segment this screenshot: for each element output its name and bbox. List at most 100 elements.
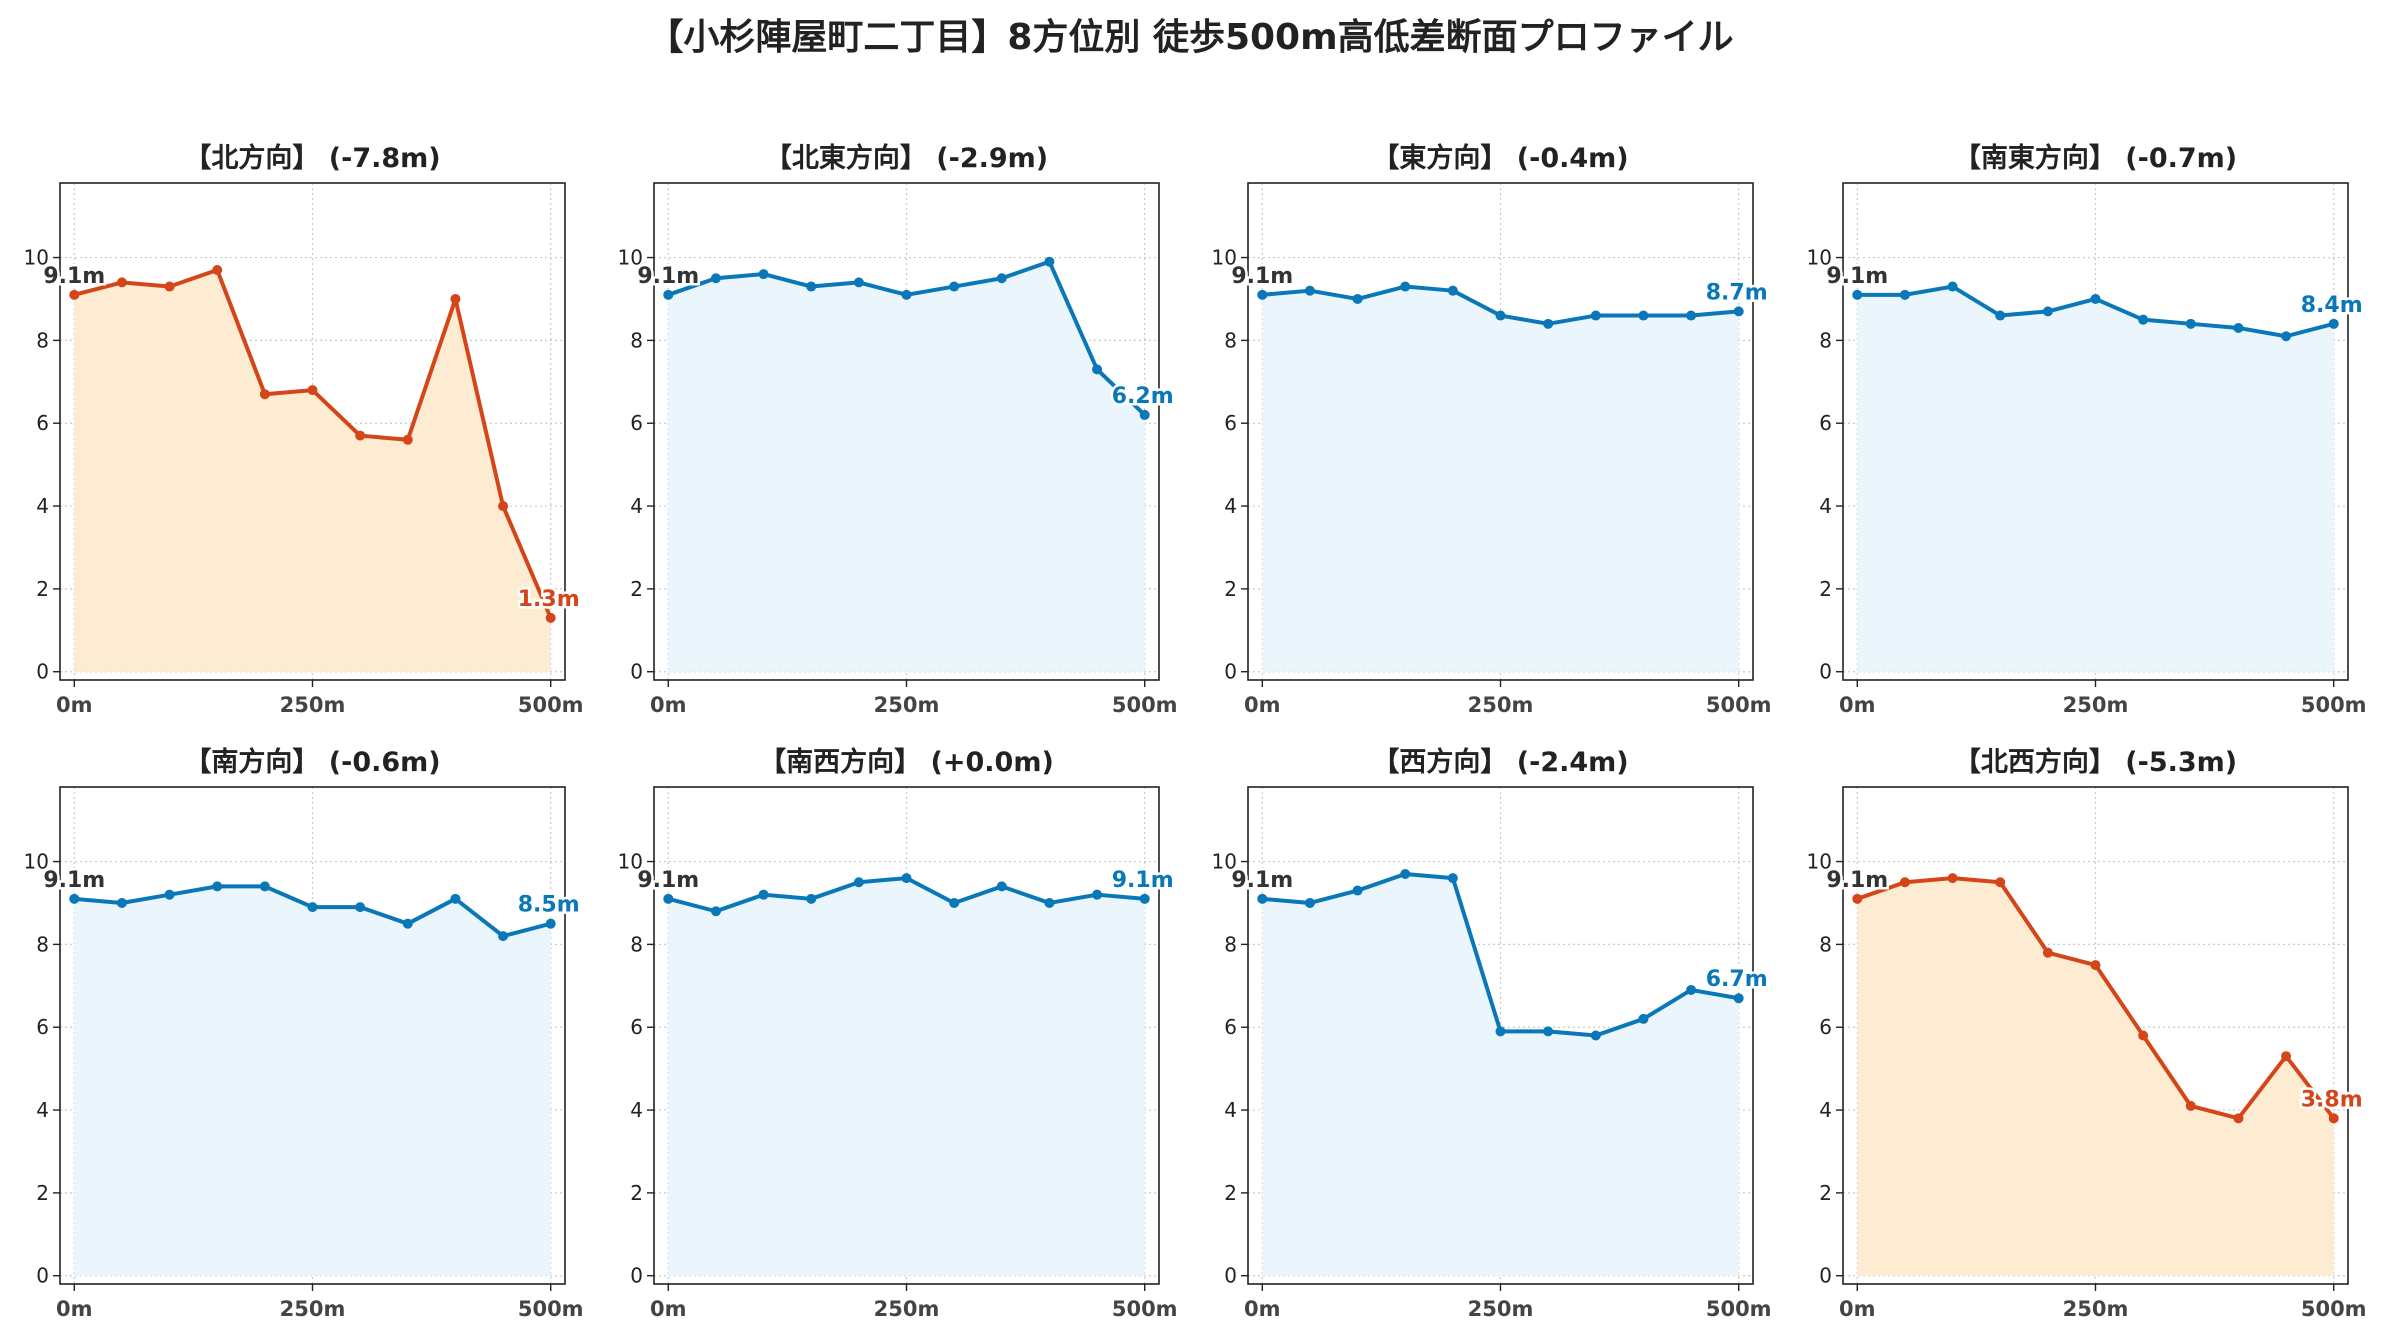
y-tick-label: 8 [1819, 932, 1832, 956]
x-tick-label: 250m [874, 1297, 940, 1321]
data-point [1495, 310, 1506, 321]
x-tick-label: 0m [1839, 1297, 1876, 1321]
y-tick-label: 6 [1224, 411, 1237, 435]
chart-panel: 【南方向】 (-0.6m) 0m 250m 500m 0 2 4 6 8 109.1m 8.5m [24, 746, 584, 1321]
chart-panel: 【北東方向】 (-2.9m) 0m 250m 500m 0 2 4 6 8 109.1m 6.2m [618, 142, 1178, 717]
data-point [1257, 893, 1268, 904]
data-point [545, 612, 556, 623]
start-elevation-label: 9.1m [637, 264, 699, 289]
y-tick-label: 0 [36, 660, 49, 684]
data-point [212, 881, 223, 892]
data-point [853, 277, 864, 288]
data-point [1638, 310, 1649, 321]
end-elevation-label: 9.1m [1112, 868, 1174, 893]
data-point [2233, 1113, 2244, 1124]
data-point [259, 881, 270, 892]
data-point [69, 893, 80, 904]
data-point [806, 893, 817, 904]
y-tick-label: 0 [630, 660, 643, 684]
data-point [116, 897, 127, 908]
data-point [1899, 877, 1910, 888]
x-tick-label: 250m [2063, 1297, 2129, 1321]
y-tick-label: 2 [630, 577, 643, 601]
y-tick-label: 8 [1224, 328, 1237, 352]
x-tick-label: 250m [1468, 693, 1534, 717]
data-point [901, 289, 912, 300]
data-point [1686, 984, 1697, 995]
y-tick-label: 4 [1224, 1098, 1237, 1122]
data-point [1995, 877, 2006, 888]
start-elevation-label: 9.1m [1826, 868, 1888, 893]
subplot-title: 【西方向】 (-2.4m) [1372, 746, 1628, 778]
subplot-title: 【南東方向】 (-0.7m) [1954, 142, 2237, 174]
elevation-area [74, 269, 551, 672]
start-elevation-label: 9.1m [637, 868, 699, 893]
y-tick-label: 8 [1819, 328, 1832, 352]
y-tick-label: 4 [1224, 494, 1237, 518]
data-point [1638, 1013, 1649, 1024]
data-point [1947, 281, 1958, 292]
y-tick-label: 10 [24, 246, 49, 270]
y-tick-label: 0 [1224, 1264, 1237, 1288]
y-tick-label: 10 [618, 850, 643, 874]
y-tick-label: 6 [36, 411, 49, 435]
data-point [1733, 306, 1744, 317]
data-point [2042, 947, 2053, 958]
x-tick-label: 0m [56, 693, 93, 717]
y-tick-label: 2 [1819, 577, 1832, 601]
data-point [1257, 289, 1268, 300]
data-point [949, 281, 960, 292]
x-tick-label: 500m [1112, 1297, 1178, 1321]
y-tick-label: 4 [36, 494, 49, 518]
data-point [996, 273, 1007, 284]
data-point [1947, 873, 1958, 884]
data-point [164, 889, 175, 900]
y-tick-label: 6 [630, 411, 643, 435]
x-tick-label: 0m [650, 693, 687, 717]
chart-panel: 【北方向】 (-7.8m) 0m 250m 500m 0 2 4 6 8 109.1m 1.3m [24, 142, 584, 717]
page-title: 【小杉陣屋町二丁目】8方位別 徒歩500m高低差断面プロファイル [647, 17, 1734, 58]
y-tick-label: 2 [630, 1181, 643, 1205]
subplot-title: 【東方向】 (-0.4m) [1372, 142, 1628, 174]
data-point [164, 281, 175, 292]
y-tick-label: 2 [1819, 1181, 1832, 1205]
data-point [2090, 293, 2101, 304]
data-point [355, 902, 366, 913]
x-tick-label: 0m [1244, 1297, 1281, 1321]
y-tick-label: 10 [1807, 850, 1832, 874]
end-elevation-label: 3.8m [2301, 1087, 2363, 1112]
x-tick-label: 500m [2301, 1297, 2367, 1321]
data-point [1852, 893, 1863, 904]
y-tick-label: 6 [1819, 1015, 1832, 1039]
data-point [758, 269, 769, 280]
y-tick-label: 0 [630, 1264, 643, 1288]
elevation-area [1262, 873, 1739, 1276]
data-point [853, 877, 864, 888]
elevation-area [1262, 286, 1739, 672]
y-tick-label: 4 [630, 1098, 643, 1122]
start-elevation-label: 9.1m [1231, 868, 1293, 893]
x-tick-label: 500m [1706, 1297, 1772, 1321]
y-tick-label: 10 [24, 850, 49, 874]
data-point [450, 293, 461, 304]
y-tick-label: 10 [1212, 246, 1237, 270]
data-point [1044, 897, 1055, 908]
data-point [1304, 285, 1315, 296]
data-point [1852, 289, 1863, 300]
end-elevation-label: 6.7m [1706, 967, 1768, 992]
x-tick-label: 250m [280, 1297, 346, 1321]
y-tick-label: 2 [1224, 577, 1237, 601]
end-elevation-label: 1.3m [518, 587, 580, 612]
data-point [949, 897, 960, 908]
y-tick-label: 10 [618, 246, 643, 270]
data-point [2328, 318, 2339, 329]
data-point [2328, 1113, 2339, 1124]
subplot-title: 【北方向】 (-7.8m) [184, 142, 440, 174]
data-point [1447, 285, 1458, 296]
data-point [69, 289, 80, 300]
end-elevation-label: 8.7m [1706, 280, 1768, 305]
data-point [402, 434, 413, 445]
y-tick-label: 0 [1819, 1264, 1832, 1288]
subplot-title: 【南方向】 (-0.6m) [184, 746, 440, 778]
data-point [212, 264, 223, 275]
